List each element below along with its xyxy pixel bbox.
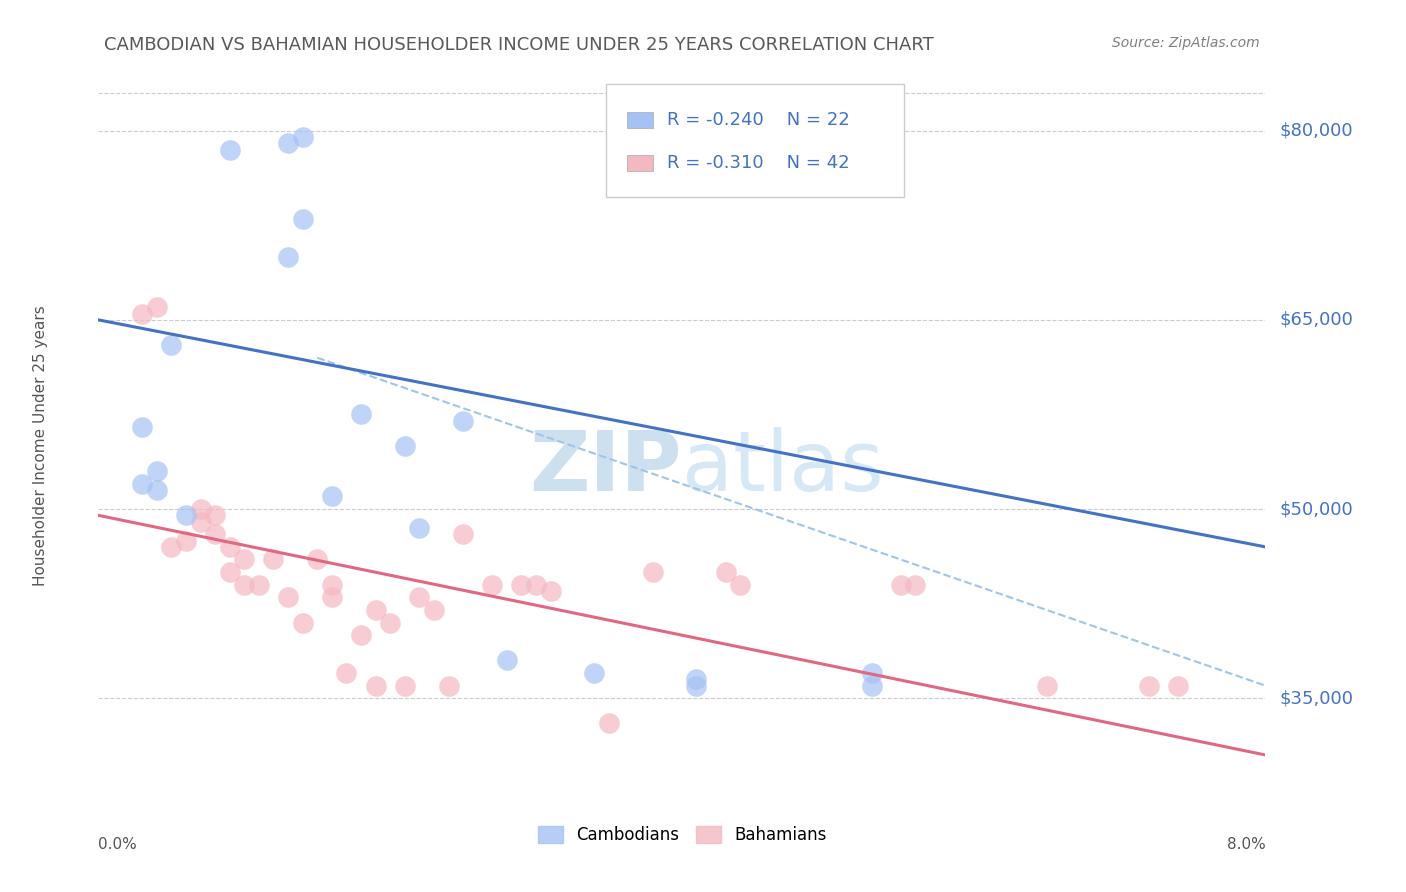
Point	[146, 300, 169, 314]
Point	[146, 464, 169, 478]
Point	[890, 578, 912, 592]
Point	[496, 653, 519, 667]
Point	[277, 136, 299, 151]
Point	[860, 665, 883, 680]
Text: $80,000: $80,000	[1279, 121, 1353, 140]
Point	[247, 578, 270, 592]
Text: Source: ZipAtlas.com: Source: ZipAtlas.com	[1112, 37, 1260, 50]
Point	[408, 591, 430, 605]
Point	[335, 665, 357, 680]
Point	[598, 716, 620, 731]
Point	[218, 143, 240, 157]
Point	[160, 338, 183, 352]
Text: CAMBODIAN VS BAHAMIAN HOUSEHOLDER INCOME UNDER 25 YEARS CORRELATION CHART: CAMBODIAN VS BAHAMIAN HOUSEHOLDER INCOME…	[104, 37, 934, 54]
Point	[321, 591, 343, 605]
Text: R = -0.310    N = 42: R = -0.310 N = 42	[666, 154, 849, 172]
Text: R = -0.240    N = 22: R = -0.240 N = 22	[666, 112, 849, 129]
Point	[204, 508, 226, 523]
Point	[291, 130, 314, 145]
Legend: Cambodians, Bahamians: Cambodians, Bahamians	[531, 820, 832, 851]
Point	[218, 565, 240, 579]
Point	[160, 540, 183, 554]
Text: Householder Income Under 25 years: Householder Income Under 25 years	[32, 306, 48, 586]
Point	[277, 591, 299, 605]
Point	[291, 615, 314, 630]
Text: 8.0%: 8.0%	[1226, 838, 1265, 853]
Point	[1035, 679, 1057, 693]
Point	[1137, 679, 1160, 693]
Point	[307, 552, 329, 566]
FancyBboxPatch shape	[606, 84, 904, 197]
Bar	[627, 155, 652, 171]
Point	[524, 578, 547, 592]
Bar	[627, 112, 652, 128]
Point	[1167, 679, 1189, 693]
Point	[364, 679, 387, 693]
Point	[350, 628, 373, 642]
Point	[262, 552, 284, 566]
Point	[437, 679, 460, 693]
Point	[174, 533, 197, 548]
Point	[583, 665, 606, 680]
Point	[146, 483, 169, 497]
Text: 0.0%: 0.0%	[98, 838, 138, 853]
Point	[860, 679, 883, 693]
Point	[131, 307, 153, 321]
Text: ZIP: ZIP	[530, 427, 682, 508]
Point	[131, 476, 153, 491]
Point	[408, 521, 430, 535]
Point	[174, 508, 197, 523]
Point	[540, 584, 562, 599]
Point	[233, 552, 256, 566]
Point	[394, 679, 416, 693]
Point	[394, 439, 416, 453]
Point	[364, 603, 387, 617]
Text: $65,000: $65,000	[1279, 311, 1354, 329]
Point	[291, 212, 314, 227]
Point	[451, 414, 474, 428]
Point	[481, 578, 503, 592]
Point	[350, 408, 373, 422]
Point	[233, 578, 256, 592]
Point	[218, 540, 240, 554]
Point	[510, 578, 533, 592]
Point	[190, 502, 212, 516]
Text: $50,000: $50,000	[1279, 500, 1353, 518]
Text: $35,000: $35,000	[1279, 690, 1354, 707]
Point	[730, 578, 752, 592]
Point	[714, 565, 737, 579]
Point	[641, 565, 664, 579]
Text: atlas: atlas	[682, 427, 883, 508]
Point	[423, 603, 446, 617]
Point	[685, 679, 707, 693]
Point	[904, 578, 927, 592]
Point	[451, 527, 474, 541]
Point	[277, 250, 299, 264]
Point	[685, 673, 707, 687]
Point	[321, 578, 343, 592]
Point	[380, 615, 402, 630]
Point	[321, 490, 343, 504]
Point	[204, 527, 226, 541]
Point	[190, 515, 212, 529]
Point	[131, 420, 153, 434]
